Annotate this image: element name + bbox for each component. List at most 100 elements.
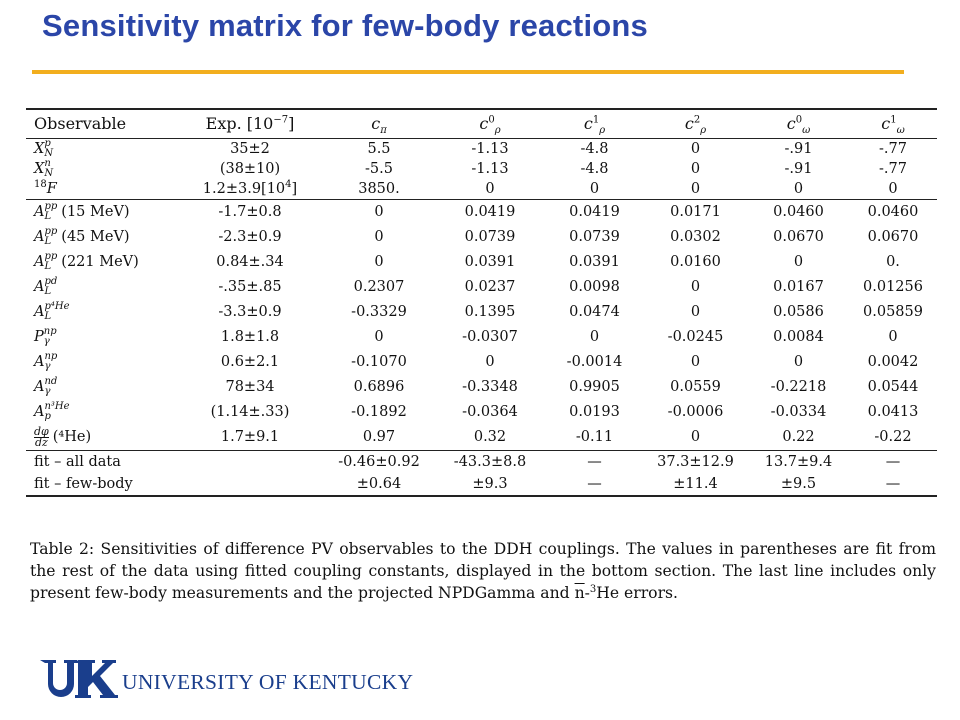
fit-exp (176, 473, 324, 497)
coefficient-cell: 0.0460 (773, 204, 824, 220)
experimental-value: -2.3±0.9 (218, 229, 282, 245)
coefficient-cell: -.91 (784, 161, 813, 177)
coefficient-cell: 0.0171 (670, 204, 721, 220)
fit-label: fit – all data (34, 454, 121, 470)
coefficient-cell: -0.0014 (566, 354, 623, 370)
coefficient-cell: 0 (374, 329, 384, 345)
coefficient-cell: -0.3348 (462, 379, 518, 395)
coefficient-cell: 0.0739 (569, 229, 620, 245)
coefficient-cell: 0.0167 (773, 279, 824, 295)
fit-row: fit – few-body ±0.64 ±9.3— ±11.4 ±9.5— (26, 473, 937, 497)
coefficient-cell: 0.0586 (773, 304, 824, 320)
coefficient-cell: -0.0364 (462, 404, 518, 420)
coefficient-cell: 0 (690, 279, 701, 295)
coefficient-cell: -0.3329 (351, 304, 407, 320)
coefficient-cell: 0.0419 (569, 204, 620, 220)
coefficient-cell: 0.0413 (867, 404, 919, 420)
coefficient-cell: 0 (690, 161, 701, 177)
coefficient-cell: 0 (643, 425, 748, 451)
coefficient-cell: -.77 (879, 141, 907, 157)
experimental-value: 35±2 (230, 141, 270, 157)
coefficient-cell: 0.0098 (569, 279, 620, 295)
coefficient-cell: 0 (374, 204, 384, 220)
observable-cell: dφ dz (⁴He) (26, 425, 176, 451)
fit-cell: -0.46±0.92 (338, 454, 420, 470)
slide-title: Sensitivity matrix for few-body reaction… (42, 8, 648, 43)
coefficient-cell: -0.2218 (770, 379, 827, 395)
experimental-value: 1.7±9.1 (176, 425, 324, 451)
header-c-omega-1: c1ω (849, 108, 937, 139)
coefficient-cell: 0.05859 (863, 304, 923, 320)
coefficient-cell: 0 (589, 329, 600, 345)
coefficient-cell: 0 (374, 254, 384, 270)
coefficient-cell: 0.0042 (867, 354, 919, 370)
coefficient-cell: 0 (546, 179, 643, 200)
fit-row: fit – all data -0.46±0.92 -43.3±8.8 — 37.3±1… (26, 451, 937, 474)
table-row: dφ dz (⁴He) 1.7±9.1 0.97 0.32 -0.11 0 0.22 -0.22 (26, 425, 937, 451)
experimental-value: 78±34 (225, 379, 275, 395)
experimental-value: (38±10) (219, 161, 281, 177)
coefficient-cell: 0.0302 (670, 229, 721, 245)
coefficient-cell: 0.9905 (569, 379, 620, 395)
coefficient-cell: 0.2307 (353, 279, 405, 295)
coefficient-cell: -0.1892 (351, 404, 407, 420)
coefficient-cell: 0.0419 (464, 204, 516, 220)
coefficient-cell: 0 (793, 354, 804, 370)
experimental-value: (1.14±.33) (210, 404, 290, 420)
coefficient-cell: 0.32 (434, 425, 546, 451)
coefficient-cell: 0.97 (324, 425, 434, 451)
coefficient-cell: 0.0160 (670, 254, 721, 270)
coefficient-cell: 0.0670 (867, 229, 919, 245)
coefficient-cell: 3850. (324, 179, 434, 200)
coefficient-cell: 0 (748, 179, 849, 200)
experimental-value: -3.3±0.9 (218, 304, 282, 320)
coefficient-cell: 0.0474 (569, 304, 620, 320)
header-observable: Observable (26, 108, 176, 139)
fit-exp (176, 451, 324, 474)
header-c-rho-1: c1ρ (546, 108, 643, 139)
coefficient-cell: -4.8 (580, 141, 609, 157)
table-caption: Table 2: Sensitivities of difference PV … (30, 540, 936, 602)
coefficient-cell: 0.01256 (863, 279, 923, 295)
fit-cell: — (885, 454, 901, 470)
coefficient-cell: -0.0006 (667, 404, 724, 420)
coefficient-cell: 0.0084 (773, 329, 824, 345)
fit-cell: ±9.3 (434, 473, 546, 497)
coefficient-cell: 0 (849, 179, 937, 200)
coefficient-cell: 0 (690, 354, 701, 370)
coefficient-cell: -0.22 (849, 425, 937, 451)
coefficient-cell: -1.13 (471, 161, 509, 177)
coefficient-cell: -.77 (879, 161, 907, 177)
fit-cell: -43.3±8.8 (453, 454, 527, 470)
coefficient-cell: 0.0460 (867, 204, 919, 220)
sensitivity-table-container: Observable Exp. [10−7] cπ c0ρ c1ρ c2ρ c0… (26, 108, 937, 497)
observable-cell: 18F (26, 179, 176, 200)
coefficient-cell: 0.22 (748, 425, 849, 451)
coefficient-cell: 0.0391 (569, 254, 620, 270)
coefficient-cell: 0.1395 (464, 304, 516, 320)
header-c-rho-0: c0ρ (434, 108, 546, 139)
coefficient-cell: -0.0334 (770, 404, 827, 420)
coefficient-cell: 0.0237 (464, 279, 516, 295)
coefficient-cell: 0.6896 (353, 379, 405, 395)
fit-cell: — (849, 473, 937, 497)
experimental-value: 0.84±.34 (216, 254, 284, 270)
experimental-value: 0.6±2.1 (220, 354, 280, 370)
experimental-value: -1.7±0.8 (218, 204, 282, 220)
